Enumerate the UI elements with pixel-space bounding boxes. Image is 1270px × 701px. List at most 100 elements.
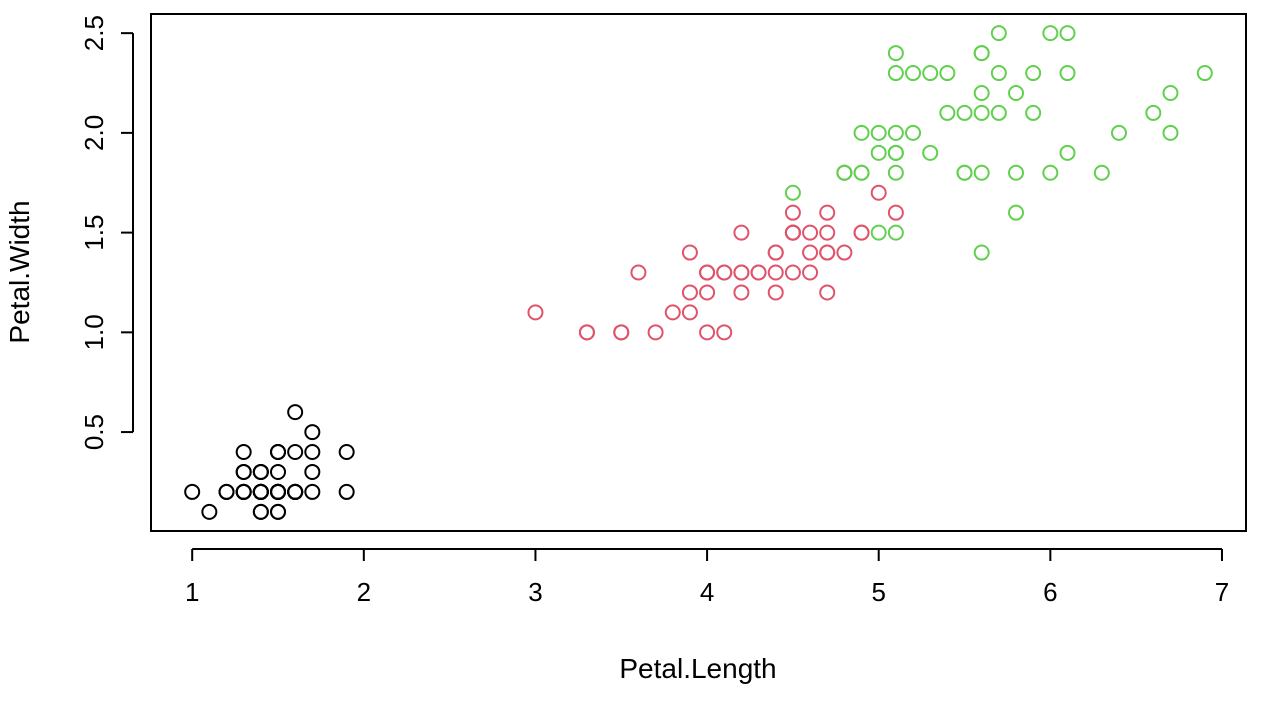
data-point [184,483,201,500]
x-axis: 1 2 3 4 5 6 7 [185,548,1229,607]
data-point [235,483,252,500]
data-point [1025,104,1042,121]
data-point [887,164,904,181]
data-point [699,264,716,281]
y-axis: 0.5 1.0 1.5 2.0 2.5 [79,15,134,450]
data-point [270,483,287,500]
data-point [287,444,304,461]
data-point [218,483,235,500]
x-tick-label: 4 [700,577,714,607]
y-tick-label: 2.5 [79,15,109,51]
x-axis-title: Petal.Length [619,653,776,684]
data-point [630,264,647,281]
data-point [578,324,595,341]
data-point [304,444,321,461]
data-point [870,144,887,161]
data-point [304,463,321,480]
data-point [699,324,716,341]
data-point [304,424,321,441]
data-point [252,483,269,500]
data-point [681,304,698,321]
data-point [819,204,836,221]
points-layer [184,25,1213,520]
data-point [887,124,904,141]
data-point [270,463,287,480]
data-point [699,284,716,301]
plot-frame [150,13,1247,532]
data-point [853,124,870,141]
data-point [664,304,681,321]
x-tick-label: 1 [185,577,199,607]
data-point [201,503,218,520]
y-tick-label: 1.5 [79,215,109,251]
data-point [973,45,990,62]
data-point [819,244,836,261]
data-point [784,264,801,281]
data-point [750,264,767,281]
data-point [1162,84,1179,101]
data-point [973,244,990,261]
data-point [252,463,269,480]
data-point [973,164,990,181]
data-point [235,444,252,461]
data-point [870,224,887,241]
data-point [802,264,819,281]
data-point [1196,65,1213,82]
data-point [939,104,956,121]
data-point [784,184,801,201]
data-point [956,164,973,181]
data-point [1093,164,1110,181]
data-point [973,104,990,121]
data-point [733,224,750,241]
data-point [1059,25,1076,42]
data-point [990,65,1007,82]
data-point [1162,124,1179,141]
data-point [1025,65,1042,82]
data-point [270,503,287,520]
y-tick-label: 0.5 [79,414,109,450]
data-point [887,204,904,221]
data-point [836,244,853,261]
data-point [338,483,355,500]
data-point [733,264,750,281]
data-point [1008,204,1025,221]
data-point [767,264,784,281]
data-point [836,164,853,181]
data-point [527,304,544,321]
data-point [819,284,836,301]
data-point [887,45,904,62]
x-tick-label: 7 [1215,577,1229,607]
data-point [287,404,304,421]
data-point [853,224,870,241]
x-tick-label: 2 [357,577,371,607]
data-point [304,483,321,500]
data-point [819,224,836,241]
y-axis-title: Petal.Width [4,200,35,343]
data-point [1042,25,1059,42]
data-point [973,84,990,101]
data-point [681,284,698,301]
data-point [990,104,1007,121]
data-point [1059,65,1076,82]
data-point [613,324,630,341]
data-point [905,65,922,82]
data-point [1008,84,1025,101]
data-point [287,483,304,500]
data-point [681,244,698,261]
data-point [853,164,870,181]
x-tick-label: 6 [1043,577,1057,607]
data-point [1145,104,1162,121]
data-point [733,284,750,301]
x-tick-label: 3 [528,577,542,607]
y-tick-label: 1.0 [79,314,109,350]
data-point [235,463,252,480]
data-point [767,244,784,261]
data-point [905,124,922,141]
data-point [767,284,784,301]
data-point [870,184,887,201]
data-point [887,144,904,161]
data-point [922,144,939,161]
data-point [270,444,287,461]
data-point [1059,144,1076,161]
